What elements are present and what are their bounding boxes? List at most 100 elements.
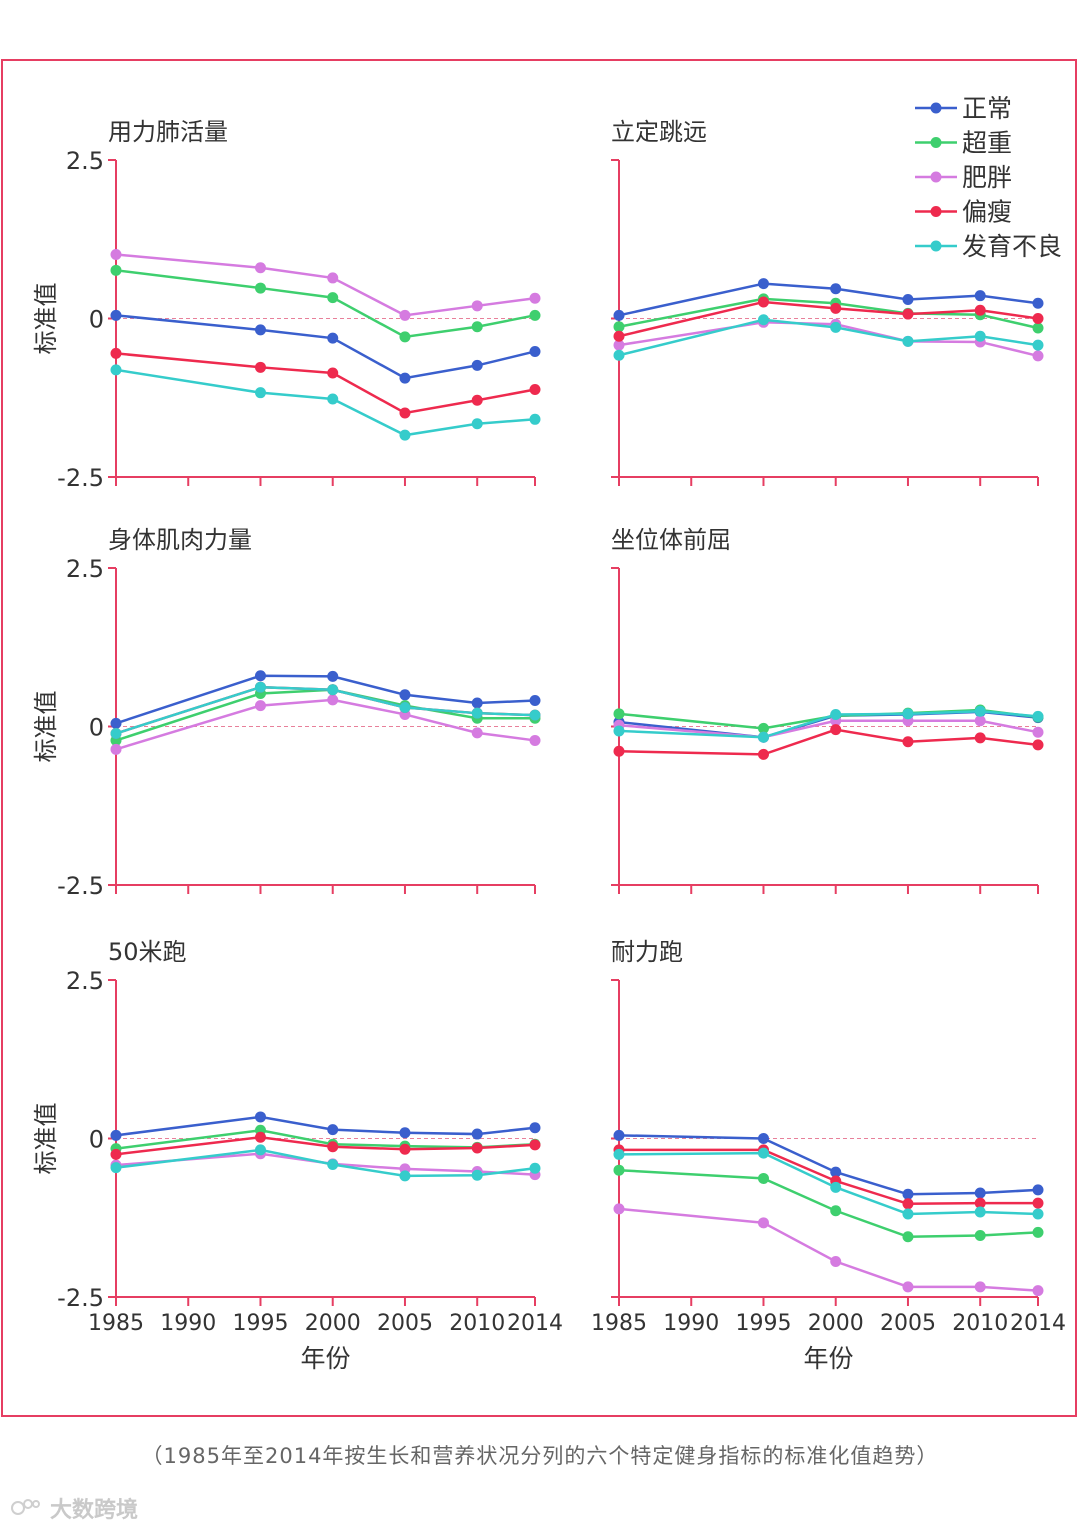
panel-title: 立定跳远 — [611, 118, 707, 146]
series-line — [618, 297, 1039, 330]
data-point — [254, 700, 266, 712]
data-point — [830, 1181, 842, 1193]
data-point — [110, 309, 122, 321]
y-tick-label: 0 — [89, 1126, 104, 1154]
panel-title: 身体肌肉力量 — [108, 526, 252, 554]
x-tick-label: 1985 — [88, 1311, 144, 1336]
data-point — [327, 393, 339, 405]
data-point — [974, 1281, 986, 1293]
data-point — [830, 708, 842, 720]
data-point — [757, 314, 769, 326]
data-point — [471, 1142, 483, 1154]
data-point — [757, 1133, 769, 1144]
data-point — [327, 272, 339, 284]
panel-title: 用力肺活量 — [108, 118, 228, 146]
data-point — [471, 1169, 483, 1181]
watermark-text: 大数跨境 — [50, 1498, 139, 1523]
data-point — [902, 1231, 914, 1243]
data-point — [974, 304, 986, 316]
data-point — [830, 724, 842, 736]
data-point — [529, 413, 541, 425]
data-point — [110, 264, 122, 276]
data-point — [613, 1203, 625, 1215]
data-point — [327, 367, 339, 379]
data-point — [471, 697, 483, 709]
data-point — [471, 300, 483, 312]
legend-marker — [930, 171, 942, 183]
data-point — [830, 1166, 842, 1178]
series-line — [618, 300, 1039, 338]
data-point — [471, 1128, 483, 1140]
series-line — [619, 1148, 1038, 1206]
series-line — [618, 1168, 1039, 1239]
data-point — [830, 1255, 842, 1267]
data-point — [1032, 322, 1044, 334]
data-point — [757, 722, 769, 734]
data-point — [613, 330, 625, 342]
y-axis-label: 标准值 — [32, 691, 60, 763]
data-point — [110, 347, 122, 359]
x-axis-label: 年份 — [300, 1344, 350, 1373]
y-axis-label: 标准值 — [32, 283, 60, 355]
data-point — [1032, 1208, 1044, 1220]
data-point — [613, 725, 625, 737]
data-point — [613, 309, 625, 321]
data-point — [974, 705, 986, 717]
data-point — [110, 727, 122, 739]
data-point — [1032, 1285, 1044, 1297]
data-point — [757, 1217, 769, 1229]
chart-panel-4: 坐位体前屈 — [611, 526, 1044, 894]
data-point — [254, 1111, 266, 1123]
series-line — [618, 318, 1039, 357]
chart-caption: （1985年至2014年按生长和营养状况分列的六个特定健身指标的标准化值趋势） — [141, 1444, 939, 1468]
x-tick-label: 2014 — [1010, 1311, 1066, 1336]
legend-label: 正常 — [962, 94, 1012, 123]
data-point — [757, 1172, 769, 1184]
data-point — [902, 308, 914, 320]
watermark-logo-icon — [11, 1499, 40, 1515]
y-tick-label: 0 — [89, 306, 104, 334]
data-point — [327, 1141, 339, 1153]
data-point — [254, 282, 266, 294]
data-point — [327, 332, 339, 344]
series-line — [115, 1115, 536, 1137]
data-point — [974, 715, 986, 727]
data-point — [1032, 1184, 1044, 1196]
y-tick-label: -2.5 — [57, 1284, 104, 1312]
data-point — [902, 293, 914, 305]
x-tick-label: 1995 — [232, 1311, 288, 1336]
series-line — [618, 728, 1039, 756]
data-point — [529, 1122, 541, 1134]
data-point — [902, 736, 914, 748]
data-point — [757, 731, 769, 743]
y-tick-label: 0 — [89, 714, 104, 742]
data-point — [757, 296, 769, 308]
data-point — [1032, 297, 1044, 309]
data-point — [254, 1144, 266, 1156]
data-point — [254, 387, 266, 399]
data-point — [830, 283, 842, 295]
data-point — [974, 330, 986, 342]
data-point — [110, 1148, 122, 1160]
legend-marker — [930, 137, 942, 148]
data-point — [529, 1139, 541, 1151]
data-point — [399, 701, 411, 713]
y-tick-label: 2.5 — [66, 555, 104, 583]
series-line — [115, 253, 536, 317]
legend-label: 超重 — [962, 129, 1012, 158]
data-point — [327, 684, 339, 696]
data-point — [327, 694, 339, 706]
y-tick-label: 2.5 — [66, 967, 104, 995]
data-point — [757, 1147, 769, 1159]
data-point — [974, 1197, 986, 1209]
data-point — [613, 745, 625, 757]
x-tick-label: 1985 — [591, 1311, 647, 1336]
x-tick-label: 2000 — [808, 1311, 864, 1336]
series-line — [115, 352, 536, 415]
legend-label: 发育不良 — [962, 232, 1062, 261]
data-point — [830, 302, 842, 314]
